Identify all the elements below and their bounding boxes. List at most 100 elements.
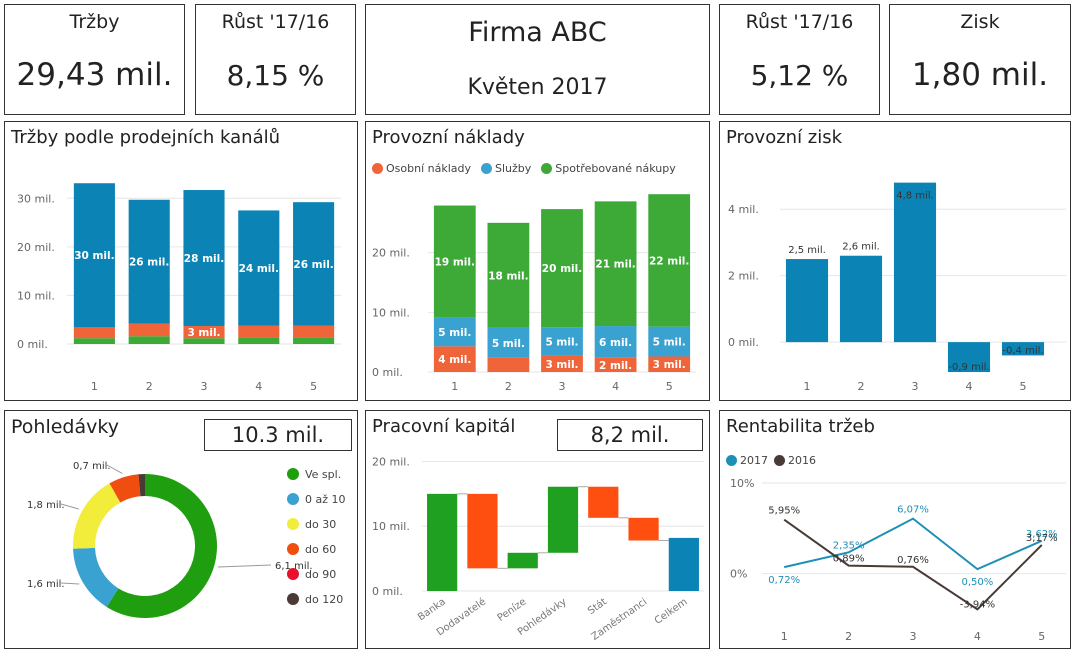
waterfall-bar (507, 552, 538, 569)
panel-title: Tržby podle prodejních kanálů (11, 127, 281, 148)
data-label: 5 mil. (653, 337, 686, 349)
bar-segment (183, 190, 225, 327)
data-label: 4 mil. (438, 354, 471, 366)
kpi-label: Zisk (960, 11, 1000, 33)
data-label: 26 mil. (293, 259, 333, 271)
x-tick-label: 2 (146, 380, 153, 393)
legend-label: Osobní náklady (386, 162, 471, 175)
legend-item: Osobní náklady (372, 162, 471, 175)
y-tick-label: 30 mil. (17, 192, 55, 205)
label-leader (60, 582, 80, 585)
legend-dot (287, 593, 299, 605)
data-label: 0,89% (833, 554, 865, 565)
bar-segment (487, 327, 530, 358)
x-tick-label: 3 (910, 630, 917, 643)
bar-segment (238, 337, 280, 344)
panel-title: Pracovní kapitál (372, 416, 516, 437)
x-tick-label: Celkem (653, 596, 690, 626)
x-tick-label: 2 (858, 380, 865, 393)
legend-item: Spotřebované nákupy (541, 162, 676, 175)
bar-segment (541, 355, 583, 372)
data-label: 18 mil. (488, 270, 528, 282)
y-tick-label: 2 mil. (728, 270, 759, 283)
legend-dot (287, 518, 299, 530)
kpi-label: Růst '17/16 (745, 11, 854, 33)
legend-label: 2017 (740, 454, 768, 467)
bar (785, 259, 829, 343)
data-label: 0,50% (962, 577, 994, 588)
legend-label: Spotřebované nákupy (555, 162, 676, 175)
y-tick-label: 4 mil. (728, 203, 759, 216)
data-label: 1,8 mil. (27, 500, 65, 511)
chart-kanaly: 0 mil. 10 mil. 20 mil. 30 mil. 30 mil. 1 26 mi… (17, 183, 341, 393)
legend-dot (726, 455, 737, 466)
panel-pracovni-kapital: Pracovní kapitál 8,2 mil. 0 mil. 10 mil. 2… (365, 410, 710, 649)
bar-segment (433, 317, 476, 347)
y-tick-label: 20 mil. (372, 247, 410, 260)
legend-label: Služby (495, 162, 532, 175)
kpi-card-trzby: Tržby 29,43 mil. (4, 4, 185, 115)
bar-segment (238, 325, 280, 338)
y-tick-label: 20 mil. (372, 455, 410, 468)
chart-naklady: 0 mil. 10 mil. 20 mil. 4 mil. 5 mil. 19 mil. 1… (372, 194, 696, 393)
legend-rentabilita: 2017 2016 (726, 454, 816, 467)
data-label: 0,76% (897, 555, 929, 566)
data-label: 6 mil. (599, 337, 632, 349)
label-leader (106, 464, 123, 474)
legend-dot (287, 468, 299, 480)
bar-segment (238, 210, 280, 326)
y-tick-label: 10 mil. (17, 289, 55, 302)
data-label: 6,07% (897, 505, 929, 516)
series-line (783, 517, 1043, 571)
panel-title: Provozní náklady (372, 127, 525, 148)
kapital-total: 8,2 mil. (557, 419, 703, 451)
waterfall-bar (427, 493, 458, 591)
bar (893, 182, 937, 343)
kpi-value: 8,15 % (226, 59, 325, 92)
waterfall-bar (628, 517, 659, 541)
data-label: 2,35% (833, 540, 865, 551)
x-tick-label: 5 (1038, 630, 1045, 643)
bar-segment (487, 357, 530, 372)
bar-segment (594, 357, 637, 372)
data-label: 26 mil. (129, 257, 169, 269)
bar (947, 342, 991, 373)
bar-segment (594, 326, 637, 358)
bar-segment (128, 336, 170, 344)
legend-dot (774, 455, 785, 466)
legend-naklady: Osobní náklady Služby Spotřebované nákup… (372, 162, 676, 175)
legend-dot (481, 163, 492, 174)
x-tick-label: 1 (804, 380, 811, 393)
panel-title: Pohledávky (11, 416, 119, 438)
report-period: Květen 2017 (467, 75, 608, 100)
legend-dot (287, 568, 299, 580)
panel-title: Provozní zisk (726, 127, 843, 148)
donut-slice (106, 474, 217, 618)
company-title: Firma ABC (468, 17, 607, 48)
waterfall-bar (467, 493, 498, 569)
bar (839, 255, 883, 343)
bar-segment (648, 194, 691, 327)
x-tick-label: 5 (310, 380, 317, 393)
panel-title: Rentabilita tržeb (726, 416, 875, 437)
x-tick-label: Stát (585, 596, 609, 618)
kpi-card-rust-1: Růst '17/16 8,15 % (195, 4, 356, 115)
data-label: 5 mil. (438, 327, 471, 339)
data-label: -3,94% (960, 599, 995, 610)
data-label: 0,7 mil. (73, 461, 111, 472)
legend-dot (287, 543, 299, 555)
waterfall-bar (588, 486, 619, 518)
data-label: 0,72% (768, 575, 800, 586)
data-label: 30 mil. (74, 250, 114, 262)
legend-dot (287, 493, 299, 505)
x-tick-label: 4 (966, 380, 973, 393)
data-label: 2,6 mil. (842, 242, 880, 253)
x-tick-label: 2 (845, 630, 852, 643)
x-tick-label: 4 (612, 380, 619, 393)
x-tick-label: Peníze (495, 596, 528, 624)
bar-segment (73, 338, 115, 344)
y-tick-label: 0 mil. (17, 338, 48, 351)
donut-slice (109, 474, 141, 503)
bar-segment (128, 199, 170, 324)
x-tick-label: 3 (559, 380, 566, 393)
